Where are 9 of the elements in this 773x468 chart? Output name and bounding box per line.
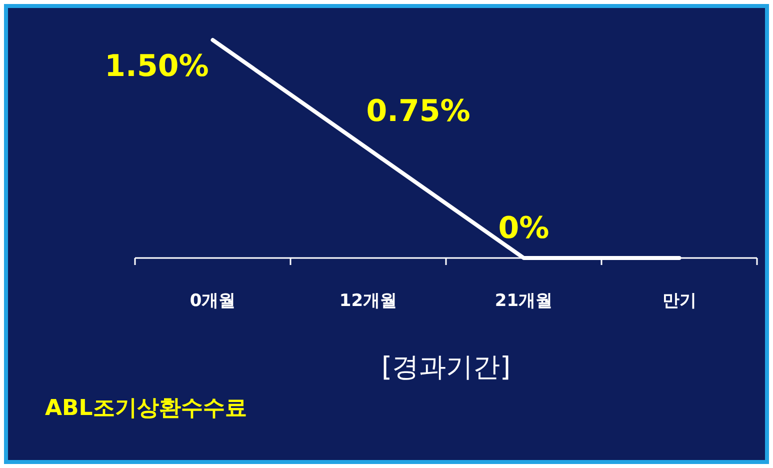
text: ABL조기상환수수료 [45,396,247,421]
data-label: 0.75% [366,94,470,129]
data-label: 1.50% [104,49,209,84]
x-tick-label: 12개월 [339,291,398,311]
x-tick-label: 0개월 [190,291,236,311]
x-tick-label: 21개월 [494,291,553,311]
x-axis-title: [경과기간] [381,352,511,383]
x-tick-label: 만기 [662,291,696,311]
data-label: 0% [498,211,550,246]
